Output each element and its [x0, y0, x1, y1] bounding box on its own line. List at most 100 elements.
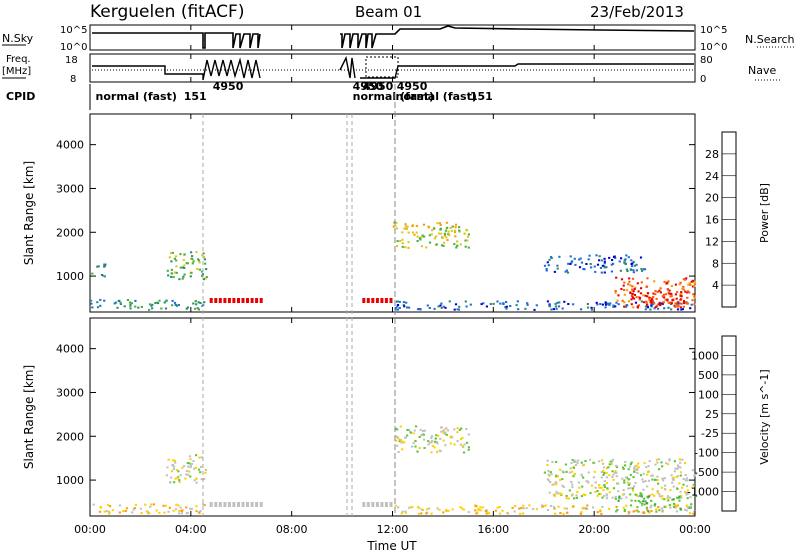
scatter-cell [661, 497, 664, 500]
scatter-cell [651, 478, 654, 481]
scatter-cell [451, 508, 454, 511]
scatter-cell [193, 479, 196, 482]
scatter-cell [653, 494, 656, 497]
stripe-cell [255, 298, 259, 303]
scatter-cell [661, 509, 664, 512]
scatter-cell [411, 231, 414, 234]
y-tick-label: 3000 [56, 386, 84, 399]
stripe-cell [362, 502, 366, 507]
scatter-cell [111, 509, 114, 512]
scatter-cell [588, 254, 591, 257]
scatter-cell [420, 508, 424, 511]
scatter-cell [505, 301, 508, 303]
scatter-cell [692, 512, 695, 515]
scatter-cell [569, 263, 572, 265]
scatter-cell [145, 510, 148, 513]
scatter-cell [474, 509, 477, 512]
nave-label: Nave [748, 64, 776, 77]
scatter-cell [600, 459, 604, 462]
scatter-cell [134, 305, 137, 308]
scatter-cell [618, 495, 621, 498]
scatter-cell [576, 461, 579, 464]
scatter-cell [632, 260, 635, 263]
scatter-cell [450, 229, 453, 232]
scatter-cell [564, 463, 567, 466]
scatter-cell [522, 504, 525, 507]
scatter-cell [463, 443, 466, 446]
scatter-cell [675, 510, 678, 513]
colorbar-tick-label: -25 [701, 427, 719, 440]
scatter-cell [451, 225, 454, 228]
scatter-cell [166, 466, 169, 469]
scatter-cell [464, 300, 467, 303]
scatter-cell [454, 223, 458, 226]
scatter-cell [418, 447, 421, 449]
scatter-cell [578, 486, 581, 489]
scatter-cell [644, 305, 648, 308]
freq-trace [92, 55, 694, 81]
scatter-cell [668, 504, 671, 507]
scatter-cell [192, 460, 195, 463]
stripe-cell [259, 298, 263, 303]
scatter-cell [439, 224, 442, 226]
colorbar-frame [721, 335, 737, 512]
scatter-cell [651, 493, 654, 496]
scatter-cell [107, 504, 110, 507]
scatter-cell [198, 511, 201, 514]
scatter-cell [445, 433, 448, 436]
scatter-cell [431, 439, 434, 442]
scatter-cell [441, 237, 444, 239]
scatter-cell [418, 308, 421, 311]
scatter-cell [466, 441, 469, 444]
scatter-cell [608, 474, 611, 477]
scatter-cell [171, 251, 174, 254]
scatter-cell [163, 511, 166, 514]
scatter-cell [425, 246, 428, 249]
scatter-cell [118, 300, 121, 302]
scatter-cell [488, 512, 491, 515]
scatter-cell [599, 303, 602, 305]
scatter-cell [458, 229, 461, 232]
scatter-cell [642, 294, 645, 297]
scatter-cell [611, 476, 614, 478]
scatter-cell [660, 486, 664, 489]
scatter-cell [150, 503, 153, 506]
scatter-cell [404, 225, 407, 228]
scatter-cell [602, 489, 605, 492]
scatter-cell [654, 463, 657, 466]
scatter-cell [678, 283, 681, 286]
scatter-cell [613, 471, 616, 474]
scatter-cell [692, 483, 695, 486]
scatter-cell [108, 512, 111, 515]
scatter-cell [552, 493, 555, 496]
scatter-cell [648, 511, 651, 514]
cpid-entry: normal (fast) [396, 90, 477, 103]
scatter-cell [399, 240, 402, 242]
scatter-cell [661, 510, 664, 513]
scatter-cell [687, 290, 690, 293]
scatter-cell [451, 436, 454, 439]
scatter-cell [459, 506, 462, 509]
scatter-cell [646, 277, 649, 280]
scatter-cell [168, 256, 171, 259]
scatter-cell [623, 479, 626, 482]
scatter-cell [416, 235, 419, 238]
scatter-cell [427, 225, 430, 228]
scatter-cell [651, 298, 654, 301]
scatter-cell [172, 468, 175, 470]
scatter-cell [667, 301, 670, 304]
scatter-cell [462, 451, 466, 454]
scatter-cell [693, 281, 696, 284]
scatter-cell [201, 503, 205, 506]
scatter-cell [615, 505, 618, 508]
scatter-cell [114, 301, 118, 304]
scatter-cell [598, 493, 601, 495]
scatter-cell [572, 465, 575, 468]
scatter-cell [603, 471, 606, 474]
scatter-cell [673, 460, 676, 463]
scatter-cell [200, 456, 203, 459]
scatter-cell [586, 504, 589, 507]
scatter-cell [148, 303, 152, 306]
colorbar-tick-label: 25 [705, 408, 719, 421]
scatter-cell [203, 258, 206, 261]
